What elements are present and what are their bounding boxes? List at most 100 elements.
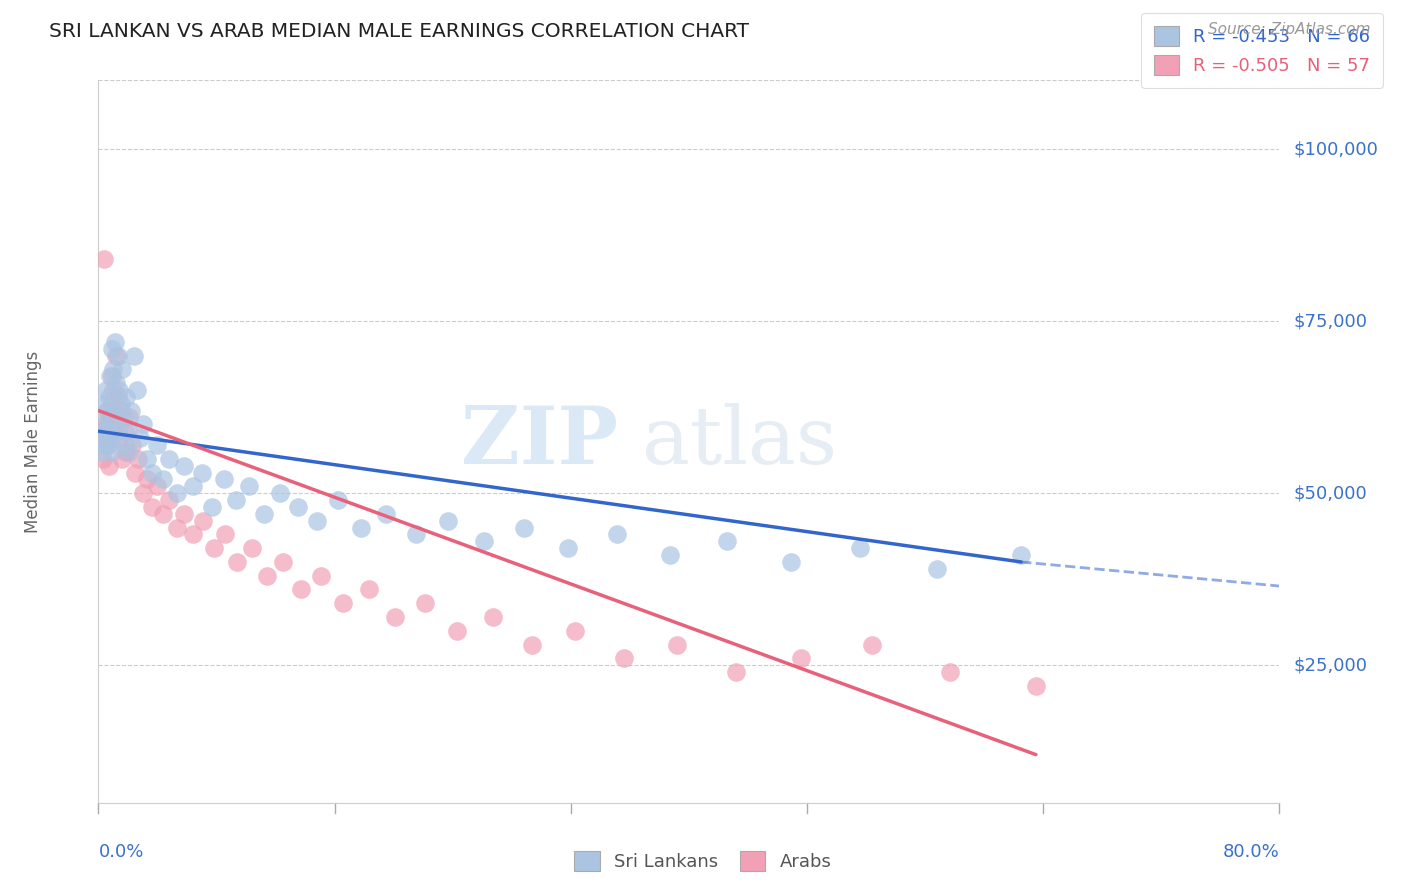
Point xyxy=(115,390,138,404)
Point xyxy=(193,514,215,528)
Point xyxy=(413,596,436,610)
Text: $75,000: $75,000 xyxy=(1294,312,1368,330)
Point xyxy=(112,410,135,425)
Point xyxy=(287,500,309,514)
Point xyxy=(122,349,145,363)
Point xyxy=(939,665,962,679)
Text: $50,000: $50,000 xyxy=(1294,484,1368,502)
Point xyxy=(103,362,125,376)
Point xyxy=(107,349,129,363)
Point xyxy=(100,342,122,356)
Point xyxy=(125,383,148,397)
Point xyxy=(522,638,544,652)
Point xyxy=(104,417,127,432)
Point xyxy=(91,451,114,466)
Point xyxy=(181,479,204,493)
Point xyxy=(141,500,163,514)
Point xyxy=(214,527,236,541)
Point xyxy=(481,610,503,624)
Point xyxy=(311,568,333,582)
Point xyxy=(104,334,127,349)
Point xyxy=(437,514,460,528)
Point xyxy=(1025,679,1047,693)
Point xyxy=(146,438,169,452)
Point xyxy=(166,520,188,534)
Point xyxy=(107,390,129,404)
Point xyxy=(557,541,579,556)
Point xyxy=(181,527,204,541)
Point xyxy=(114,438,136,452)
Point xyxy=(97,458,120,473)
Point xyxy=(157,451,180,466)
Point xyxy=(326,493,349,508)
Point xyxy=(613,651,636,665)
Point xyxy=(860,638,883,652)
Point xyxy=(716,534,738,549)
Point xyxy=(141,466,163,480)
Point xyxy=(384,610,406,624)
Text: Source: ZipAtlas.com: Source: ZipAtlas.com xyxy=(1208,22,1371,37)
Point xyxy=(240,541,263,556)
Point xyxy=(849,541,872,556)
Point xyxy=(118,445,141,459)
Point xyxy=(375,507,398,521)
Point xyxy=(152,472,174,486)
Point xyxy=(120,403,142,417)
Point xyxy=(256,568,278,582)
Point xyxy=(146,479,169,493)
Point xyxy=(93,397,115,411)
Text: 0.0%: 0.0% xyxy=(98,843,143,861)
Point xyxy=(925,562,948,576)
Point xyxy=(666,638,689,652)
Point xyxy=(269,486,291,500)
Point xyxy=(357,582,380,597)
Text: SRI LANKAN VS ARAB MEDIAN MALE EARNINGS CORRELATION CHART: SRI LANKAN VS ARAB MEDIAN MALE EARNINGS … xyxy=(49,22,749,41)
Point xyxy=(111,362,134,376)
Point xyxy=(91,417,114,432)
Point xyxy=(98,410,121,425)
Point xyxy=(96,438,118,452)
Point xyxy=(121,438,143,452)
Point xyxy=(332,596,354,610)
Point xyxy=(90,445,112,459)
Point xyxy=(166,486,188,500)
Point xyxy=(152,507,174,521)
Point xyxy=(512,520,534,534)
Point xyxy=(105,376,128,390)
Point xyxy=(111,451,134,466)
Point xyxy=(305,514,328,528)
Point xyxy=(96,403,118,417)
Point xyxy=(136,451,159,466)
Point xyxy=(104,403,127,417)
Text: Median Male Earnings: Median Male Earnings xyxy=(24,351,42,533)
Point xyxy=(238,479,260,493)
Point xyxy=(725,665,748,679)
Point xyxy=(790,651,813,665)
Point xyxy=(658,548,681,562)
Point xyxy=(97,438,120,452)
Point xyxy=(1010,548,1032,562)
Point xyxy=(96,431,118,445)
Point xyxy=(115,445,138,459)
Point xyxy=(225,493,247,508)
Point xyxy=(93,252,115,267)
Point xyxy=(779,555,801,569)
Point xyxy=(290,582,312,597)
Point xyxy=(271,555,294,569)
Point xyxy=(226,555,249,569)
Point xyxy=(127,451,149,466)
Text: 80.0%: 80.0% xyxy=(1223,843,1279,861)
Point xyxy=(93,438,115,452)
Point xyxy=(117,424,139,438)
Point xyxy=(472,534,495,549)
Text: ZIP: ZIP xyxy=(461,402,619,481)
Text: $100,000: $100,000 xyxy=(1294,140,1378,158)
Text: atlas: atlas xyxy=(641,402,837,481)
Point xyxy=(350,520,373,534)
Point xyxy=(173,458,195,473)
Point xyxy=(94,417,117,432)
Point xyxy=(94,383,117,397)
Legend: Sri Lankans, Arabs: Sri Lankans, Arabs xyxy=(567,844,839,879)
Point xyxy=(100,445,122,459)
Legend: R = -0.453   N = 66, R = -0.505   N = 57: R = -0.453 N = 66, R = -0.505 N = 57 xyxy=(1140,13,1384,87)
